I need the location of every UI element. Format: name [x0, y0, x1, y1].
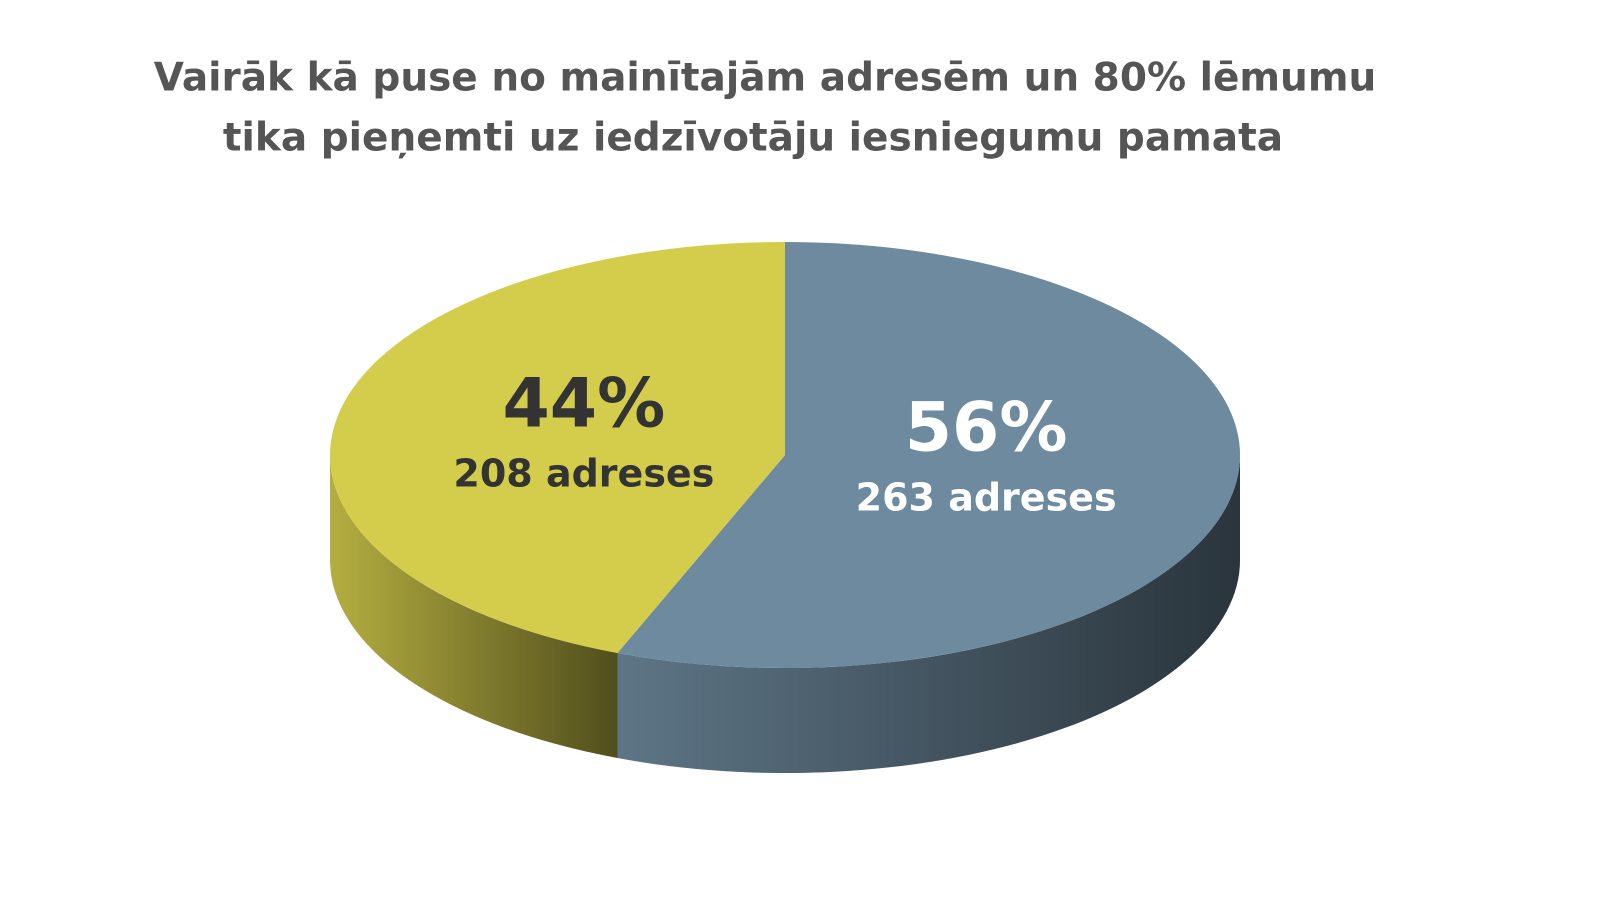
value-label: 44%	[502, 365, 665, 444]
chart-title: tika pieņemti uz iedzīvotāju iesniegumu …	[223, 116, 1283, 161]
chart-title: Vairāk kā puse no mainītajām adresēm un …	[154, 56, 1376, 101]
slice-side-shade	[617, 455, 1240, 773]
slice-label: 208 adreses	[453, 452, 714, 496]
pie: 56% 263 adreses 44% 208 adreses	[329, 242, 1240, 773]
slice	[617, 242, 1240, 668]
slice	[329, 242, 785, 654]
slice-label: 263 adreses	[856, 475, 1117, 519]
slice-side-shade	[330, 455, 618, 759]
value-label: 56%	[905, 389, 1068, 468]
